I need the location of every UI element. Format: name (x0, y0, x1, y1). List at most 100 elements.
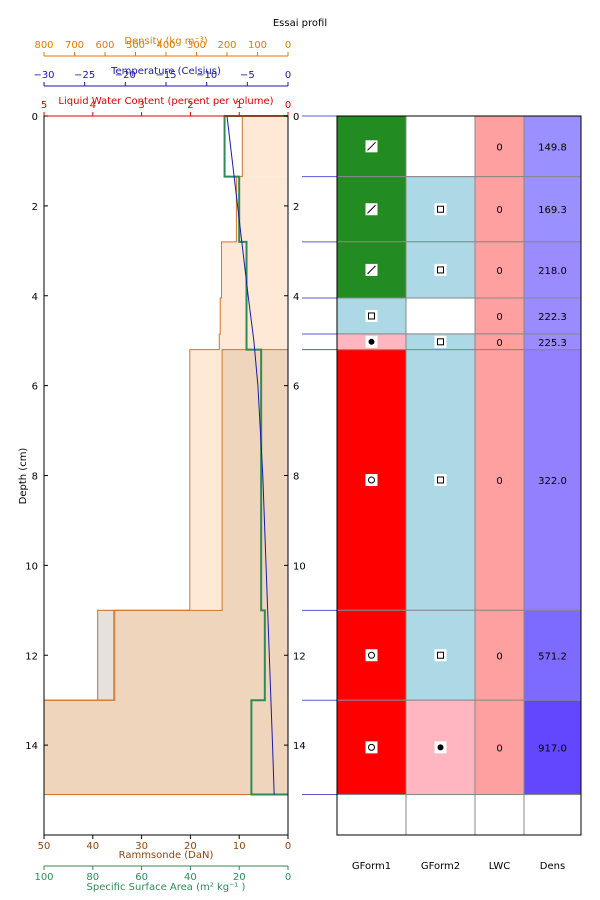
dens-cell (523, 609, 582, 701)
depth-tick-label: 0 (293, 112, 299, 123)
dens-cell (523, 115, 582, 178)
depth-tick-label: 14 (25, 741, 38, 752)
depth-tick-label: 10 (25, 561, 38, 572)
depth-tick-label: 0 (32, 112, 38, 123)
lwc-tick-label: 5 (41, 100, 47, 111)
lwc-tick-label: 1 (236, 100, 242, 111)
gform1-slash-icon (367, 204, 376, 214)
density-value: 169.3 (538, 205, 567, 216)
lwc-value: 0 (496, 338, 502, 349)
lwc-value: 0 (496, 312, 502, 323)
gform2-symbol-bg (434, 335, 447, 348)
temperature-tick-label: −20 (115, 70, 136, 81)
lwc-tick-label: 2 (187, 100, 193, 111)
lwc-value: 0 (496, 142, 502, 153)
depth-tick-label: 12 (25, 651, 38, 662)
lwc-value: 0 (496, 266, 502, 277)
rammsonde-tick-label: 30 (135, 841, 148, 852)
chart-title: Essai profil (273, 18, 327, 29)
ssa-profile-line (223, 115, 288, 796)
gform1-circle-icon (368, 476, 375, 484)
temperature-tick-label: 0 (285, 70, 291, 81)
rammsonde-tick-label: 20 (184, 841, 197, 852)
density-tick-label: 100 (248, 40, 267, 51)
gform2-symbol-bg (434, 649, 447, 662)
gform1-dot-icon (368, 338, 375, 345)
depth-tick-label: 14 (293, 741, 306, 752)
rammsonde-tick-label: 50 (38, 841, 51, 852)
density-tick-label: 800 (34, 40, 53, 51)
density-value: 571.2 (538, 651, 567, 662)
lwc-value: 0 (496, 205, 502, 216)
empty-cell (474, 794, 525, 836)
temperature-profile-line (226, 115, 275, 795)
lwc-cell (474, 115, 525, 178)
ssa-tick-label: 80 (86, 872, 99, 883)
empty-cell (336, 794, 407, 836)
temperature-tick-label: −15 (155, 70, 176, 81)
gform2-square-icon (437, 338, 444, 346)
density-value: 917.0 (538, 743, 567, 754)
density-value: 222.3 (538, 312, 567, 323)
ssa-tick-label: 20 (233, 872, 246, 883)
depth-tick-label: 2 (293, 202, 299, 213)
lwc-value: 0 (496, 743, 502, 754)
density-band (236, 176, 288, 242)
dens-cell (523, 699, 582, 796)
dens-cell (523, 297, 582, 335)
density-band (242, 116, 288, 177)
table-frame (336, 115, 582, 836)
table-header-dens: Dens (540, 861, 565, 872)
ssa-axis-label: Specific Surface Area (m² kg⁻¹ ) (87, 882, 246, 893)
temperature-tick-label: −30 (33, 70, 54, 81)
gform2-square-icon (437, 651, 444, 659)
empty-cell (523, 794, 582, 836)
depth-tick-label: 12 (293, 651, 306, 662)
profile-plot: 800 700 600 500 400 300 200 100 0−30 −25 −20 −15 −10… (25, 40, 305, 883)
temperature-axis-label: Temperature (Celsius) (110, 66, 221, 77)
rammsonde-tick-label: 0 (285, 841, 291, 852)
gform2-square-icon (437, 205, 444, 213)
table-header-gform2: GForm2 (421, 861, 460, 872)
density-tick-label: 700 (65, 40, 84, 51)
gform1-symbol-bg (365, 473, 378, 486)
dens-cell (523, 349, 582, 611)
lwc-tick-label: 4 (90, 100, 96, 111)
gform2-square-icon (437, 266, 444, 274)
table-header-lwc: LWC (489, 861, 511, 872)
depth-tick-label: 2 (32, 202, 38, 213)
gform2-cell (405, 297, 476, 335)
density-band (221, 241, 288, 298)
depth-tick-label: 10 (293, 561, 306, 572)
density-tick-label: 0 (285, 40, 291, 51)
ssa-tick-label: 60 (135, 872, 148, 883)
temperature-tick-label: −5 (240, 70, 255, 81)
ssa-tick-label: 0 (285, 872, 291, 883)
temperature-tick-label: −25 (74, 70, 95, 81)
gform2-dot-icon (437, 744, 444, 751)
depth-tick-label: 4 (293, 292, 299, 303)
layer-table: 0 149.8 0 169.3 0 218.0 0 222.3 0 225.3 0 322.0 0 571… (302, 115, 582, 872)
density-value: 218.0 (538, 266, 567, 277)
lwc-axis-label: Liquid Water Content (percent per volume… (58, 96, 273, 107)
density-band (220, 297, 288, 334)
gform2-symbol-bg (434, 473, 447, 486)
temperature-tick-label: −10 (196, 70, 217, 81)
lwc-cell (474, 609, 525, 701)
lwc-tick-label: 3 (138, 100, 144, 111)
depth-tick-label: 8 (32, 472, 38, 483)
dens-cell (523, 241, 582, 299)
gform2-symbol-bg (434, 203, 447, 216)
depth-tick-label: 8 (293, 472, 299, 483)
gform2-symbol-bg (434, 263, 447, 276)
depth-tick-label: 6 (32, 382, 38, 393)
gform1-circle-icon (368, 743, 375, 751)
gform2-square-icon (437, 476, 444, 484)
gform1-symbol-bg (365, 309, 378, 322)
gform1-symbol-bg (365, 741, 378, 754)
density-tick-label: 500 (126, 40, 145, 51)
lwc-tick-label: 0 (285, 100, 291, 111)
lwc-cell (474, 699, 525, 796)
rammsonde-band (44, 700, 288, 795)
